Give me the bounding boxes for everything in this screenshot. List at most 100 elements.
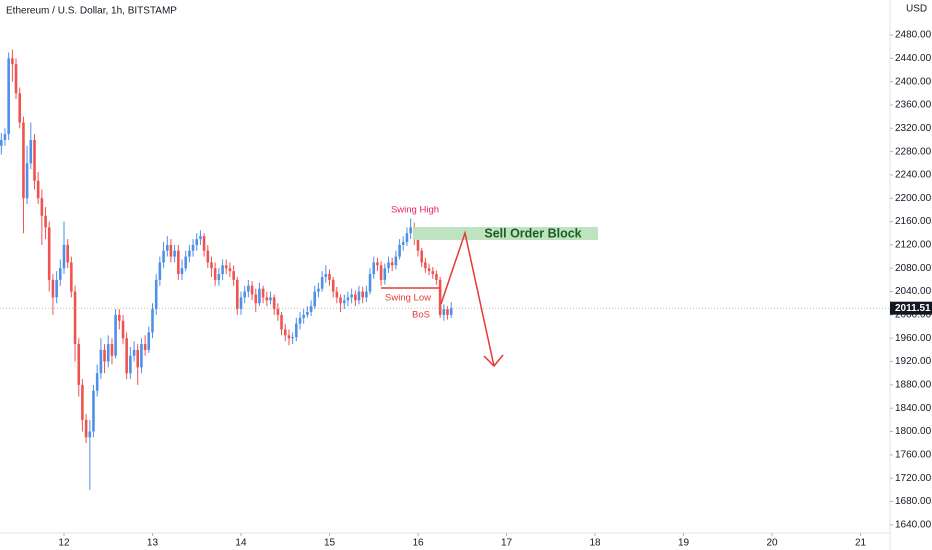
candle-body bbox=[143, 344, 147, 350]
candle-body bbox=[354, 294, 357, 301]
candle-body bbox=[298, 317, 302, 324]
candle-body bbox=[276, 309, 280, 315]
order-block-label: Sell Order Block bbox=[484, 226, 581, 240]
candle-body bbox=[372, 262, 376, 275]
candle-body bbox=[129, 355, 132, 374]
candle-body bbox=[191, 244, 195, 251]
y-tick-label: 2120.00 bbox=[895, 240, 932, 251]
last-price-label: 2011.51 bbox=[895, 303, 931, 314]
candle-body bbox=[387, 262, 390, 269]
bos-label: BoS bbox=[412, 310, 430, 321]
arrow-head bbox=[483, 354, 504, 368]
candle-body bbox=[328, 274, 331, 280]
candle-body bbox=[88, 431, 92, 438]
candle-body bbox=[295, 323, 298, 338]
candle-body bbox=[92, 390, 95, 432]
candle-body bbox=[84, 419, 88, 438]
candle-body bbox=[405, 233, 409, 243]
candle-body bbox=[232, 271, 235, 280]
candle-body bbox=[29, 139, 33, 164]
candle-body bbox=[261, 288, 265, 298]
candle-body bbox=[180, 268, 184, 275]
y-tick-label: 1960.00 bbox=[895, 333, 932, 344]
candle-body bbox=[420, 250, 424, 263]
x-tick-label: 21 bbox=[855, 538, 867, 549]
candle-body bbox=[18, 93, 22, 123]
x-tick-label: 16 bbox=[412, 538, 424, 549]
y-tick-label: 2080.00 bbox=[895, 263, 932, 274]
candle-body bbox=[177, 250, 180, 275]
candle-body bbox=[132, 349, 136, 356]
candle-body bbox=[11, 58, 14, 65]
candle-body bbox=[140, 344, 143, 368]
candle-body bbox=[47, 227, 51, 280]
candle-body bbox=[62, 244, 66, 269]
candle-body bbox=[265, 297, 269, 301]
candle-body bbox=[416, 239, 420, 251]
y-tick-label: 1680.00 bbox=[895, 496, 932, 507]
x-tick-label: 15 bbox=[324, 538, 336, 549]
candle-body bbox=[224, 265, 228, 269]
candle-body bbox=[317, 288, 320, 292]
candle-body bbox=[125, 338, 128, 374]
last-price-tag bbox=[890, 301, 932, 315]
y-tick-label: 2000.00 bbox=[895, 310, 932, 321]
candle-body bbox=[22, 122, 25, 199]
candle-body bbox=[250, 285, 254, 295]
candle-body bbox=[228, 268, 232, 272]
candle-body bbox=[121, 320, 125, 339]
candle-body bbox=[331, 279, 335, 292]
candle-body bbox=[280, 314, 283, 330]
swing-high-label: Swing High bbox=[391, 205, 439, 216]
candle-body bbox=[442, 309, 446, 315]
y-tick-label: 2040.00 bbox=[895, 286, 932, 297]
candle-body bbox=[0, 139, 3, 146]
y-tick-label: 2320.00 bbox=[895, 123, 932, 134]
y-tick-label: 2200.00 bbox=[895, 193, 932, 204]
candle-body bbox=[346, 297, 350, 301]
candle-body bbox=[287, 335, 291, 339]
x-tick-label: 17 bbox=[501, 538, 513, 549]
candle-body bbox=[213, 268, 217, 280]
candle-body bbox=[247, 285, 250, 292]
y-tick-label: 2400.00 bbox=[895, 76, 932, 87]
x-tick-label: 19 bbox=[678, 538, 690, 549]
y-tick-label: 1800.00 bbox=[895, 426, 932, 437]
candle-body bbox=[269, 297, 272, 301]
candle-body bbox=[309, 306, 313, 312]
y-tick-label: 2280.00 bbox=[895, 146, 932, 157]
candle-body bbox=[438, 279, 442, 315]
candle-body bbox=[394, 256, 398, 266]
candle-body bbox=[58, 268, 62, 280]
candle-body bbox=[202, 236, 206, 251]
candle-body bbox=[350, 294, 353, 298]
candle-body bbox=[154, 279, 158, 310]
candle-body bbox=[235, 279, 239, 310]
candle-body bbox=[195, 239, 199, 245]
candle-body bbox=[427, 268, 431, 272]
y-tick-label: 1720.00 bbox=[895, 473, 932, 484]
candle-body bbox=[449, 308, 453, 315]
y-tick-label: 1640.00 bbox=[895, 519, 932, 530]
y-tick-label: 2160.00 bbox=[895, 216, 932, 227]
candle-body bbox=[401, 242, 405, 245]
candle-body bbox=[335, 291, 339, 298]
candle-body bbox=[283, 329, 287, 336]
x-tick-label: 12 bbox=[58, 538, 70, 549]
candle-body bbox=[313, 291, 317, 307]
candle-body bbox=[361, 291, 364, 298]
candle-body bbox=[210, 262, 213, 269]
candle-body bbox=[424, 262, 427, 269]
candle-body bbox=[106, 344, 110, 362]
candle-body bbox=[95, 373, 99, 391]
candle-body bbox=[44, 215, 47, 228]
candle-body bbox=[206, 250, 210, 263]
candle-body bbox=[435, 274, 438, 280]
candle-body bbox=[33, 139, 36, 181]
candle-body bbox=[184, 256, 187, 269]
candle-body bbox=[147, 332, 151, 350]
candle-body bbox=[272, 297, 276, 310]
candle-body bbox=[136, 349, 140, 368]
